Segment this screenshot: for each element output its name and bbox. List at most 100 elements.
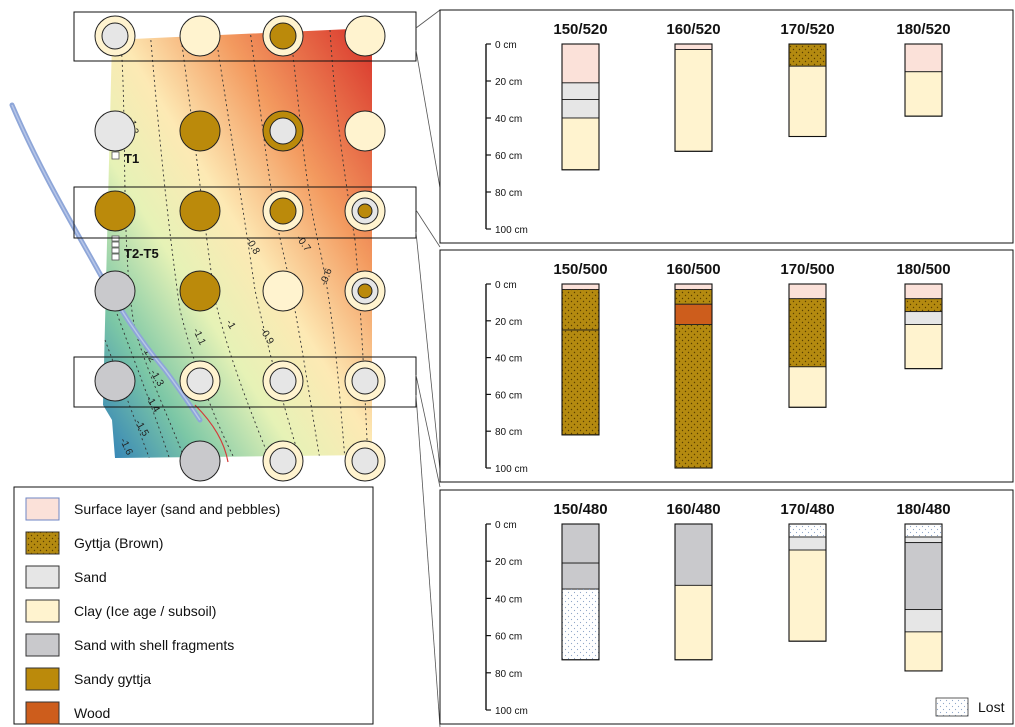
core-outline: [788, 523, 827, 642]
site-marker: [262, 270, 304, 312]
depth-axis: 0 cm 20 cm 40 cm 60 cm 80 cm 100 cm: [485, 280, 528, 475]
core-layer-surface: [674, 283, 713, 290]
core-outline: [674, 523, 713, 661]
depth-tick-label: 0 cm: [495, 40, 517, 51]
depth-tick-label: 60 cm: [495, 151, 522, 162]
legend-item: Gyttja (Brown): [25, 531, 163, 555]
site-marker: [94, 15, 136, 57]
core-label: 180/520: [896, 21, 950, 38]
site-outer-ring: [344, 15, 386, 57]
core-layer-surface: [561, 283, 600, 290]
core-layer-clay: [788, 65, 827, 137]
site-outer-ring: [94, 360, 136, 402]
legend-label: Wood: [74, 705, 110, 721]
core-layer-clay: [674, 584, 713, 661]
depth-tick-label: 20 cm: [495, 557, 522, 568]
core-outline: [674, 283, 713, 469]
sampling-sites: [94, 15, 386, 482]
sediment-core: 180/520: [896, 21, 951, 117]
site-marker: [262, 440, 304, 482]
core-label: 150/520: [553, 21, 607, 38]
core-layer-pattern: [789, 298, 826, 367]
core-label: 150/500: [553, 261, 607, 278]
site-marker: [344, 15, 386, 57]
row-box-480: [73, 356, 417, 408]
depth-tick-label: 0 cm: [495, 280, 517, 291]
core-layer-wood: [674, 303, 713, 325]
core-layer-sand: [561, 99, 600, 119]
legend-swatch: [25, 633, 60, 657]
core-layer-surface: [561, 43, 600, 84]
depth-tick-label: 80 cm: [495, 427, 522, 438]
site-core: [269, 447, 297, 475]
legend-swatch-pattern: [26, 532, 59, 554]
site-core: [269, 367, 297, 395]
core-label: 160/520: [666, 21, 720, 38]
sediment-core: 160/480: [666, 501, 721, 661]
lost-label: Lost: [978, 699, 1005, 715]
core-layer-clay: [561, 117, 600, 171]
core-outline: [561, 523, 600, 661]
transect-marker: [111, 151, 120, 160]
map-surface: [103, 28, 372, 458]
core-layer-clay: [904, 631, 943, 672]
sediment-core: 160/500: [666, 261, 721, 469]
sediment-core: 160/520: [666, 21, 721, 152]
core-layer-pattern: [789, 44, 826, 67]
core-layer-pattern: [675, 324, 712, 468]
connector-lines: [415, 9, 441, 727]
core-layer-clay: [904, 71, 943, 117]
core-layer-pattern: [789, 524, 826, 538]
legend-item: Surface layer (sand and pebbles): [25, 497, 280, 521]
site-core: [269, 22, 297, 50]
site-outer-ring: [344, 110, 386, 152]
site-core: [269, 197, 297, 225]
core-layer-shell: [561, 562, 600, 590]
site-marker: [344, 440, 386, 482]
core-layer-pattern: [562, 589, 599, 660]
core-panel: 0 cm 20 cm 40 cm 60 cm 80 cm 100 cm 150/480 160…: [439, 489, 1014, 725]
transect-marker: [111, 247, 120, 254]
sediment-core: 170/520: [780, 21, 835, 138]
row-box-520: [73, 11, 417, 62]
site-marker: [344, 360, 386, 402]
lost-key: Lost: [935, 697, 1005, 717]
core-layer-sand: [904, 536, 943, 544]
legend-label: Sandy gyttja: [74, 671, 151, 687]
depth-axis: 0 cm 20 cm 40 cm 60 cm 80 cm 100 cm: [485, 520, 528, 717]
legend-label: Clay (Ice age / subsoil): [74, 603, 216, 619]
depth-tick-label: 60 cm: [495, 390, 522, 401]
sediment-core: 150/500: [553, 261, 608, 436]
site-marker: [179, 190, 221, 232]
legend-item: Sandy gyttja: [25, 667, 151, 691]
legend-item: Sand with shell fragments: [25, 633, 234, 657]
core-layer-surface: [904, 43, 943, 73]
sediment-core: 170/500: [780, 261, 835, 408]
core-layer-clay: [904, 324, 943, 370]
depth-tick-label: 80 cm: [495, 669, 522, 680]
core-layer-sand: [904, 311, 943, 325]
legend-label: Surface layer (sand and pebbles): [74, 501, 280, 517]
core-label: 170/520: [780, 21, 834, 38]
core-panel: 0 cm 20 cm 40 cm 60 cm 80 cm 100 cm 150/500 160…: [439, 249, 1014, 483]
core-label: 150/480: [553, 501, 607, 518]
depth-tick-label: 60 cm: [495, 632, 522, 643]
legend-swatch: [25, 599, 60, 623]
core-layer-pattern: [905, 524, 942, 538]
legend-label: Sand with shell fragments: [74, 637, 234, 653]
depth-tick-label: 100 cm: [495, 464, 528, 475]
core-outline: [788, 283, 827, 408]
legend-swatch: [25, 701, 60, 725]
legend-label: Sand: [74, 569, 107, 585]
sediment-core: 170/480: [780, 501, 835, 642]
legend-item: Sand: [25, 565, 107, 589]
site-marker: [94, 190, 136, 232]
legend-item: Wood: [25, 701, 110, 725]
depth-tick-label: 80 cm: [495, 188, 522, 199]
site-marker: [94, 360, 136, 402]
core-outline: [904, 523, 943, 672]
site-core: [357, 203, 373, 219]
site-outer-ring: [94, 270, 136, 312]
depth-tick-label: 40 cm: [495, 354, 522, 365]
